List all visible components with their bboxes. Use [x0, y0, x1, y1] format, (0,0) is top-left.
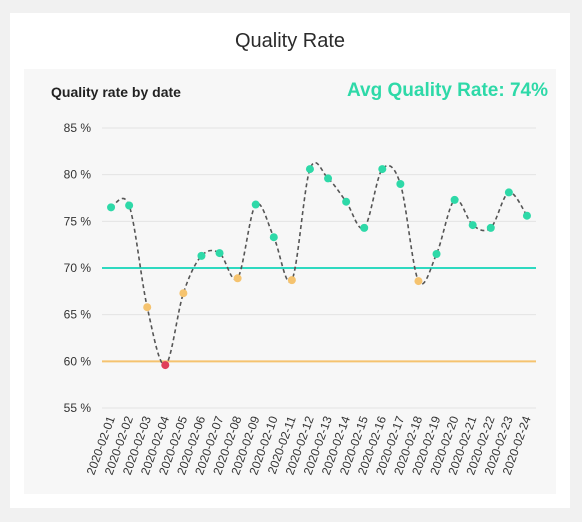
data-point [450, 195, 459, 204]
y-tick-label: 80 % [64, 168, 92, 182]
data-point [287, 276, 296, 285]
data-point [233, 274, 242, 283]
chart-panel: 55 % 60 % 65 % 70 % 75 % 80 % 85 % 2020-02-01 20… [24, 69, 556, 494]
data-point [432, 250, 441, 258]
data-point [324, 174, 333, 183]
quality-rate-line [110, 161, 528, 366]
data-point [161, 361, 170, 370]
data-point [125, 201, 134, 210]
y-tick-label: 75 % [64, 214, 92, 228]
card-title: Quality Rate [234, 30, 346, 52]
quality-rate-chart: 55 %60 %65 %70 %75 %80 %85 %2020-02-0120… [64, 121, 536, 477]
data-point [360, 223, 369, 232]
data-point [215, 249, 224, 258]
data-point [107, 203, 116, 212]
data-point [305, 165, 314, 174]
data-point [396, 180, 405, 188]
data-point [269, 233, 278, 242]
data-point [179, 289, 188, 298]
data-point [197, 251, 206, 260]
y-tick-label: 60 % [64, 354, 92, 368]
data-point [143, 303, 152, 312]
avg-quality-rate: Avg Quality Rate: 74% [347, 80, 548, 101]
data-point [342, 197, 351, 206]
data-point [522, 211, 531, 220]
data-point [251, 200, 260, 209]
data-point [468, 221, 477, 230]
data-point [378, 165, 387, 174]
data-point [414, 277, 423, 286]
data-point [504, 188, 513, 197]
y-tick-label: 85 % [64, 121, 92, 135]
chart-title: Quality rate by date [51, 84, 181, 100]
y-tick-label: 65 % [64, 308, 92, 322]
y-tick-label: 55 % [64, 401, 92, 415]
quality-rate-card: Quality Rate 55 % 60 % 65 % 70 % 75 % 80 % 85 … [10, 13, 570, 508]
data-point [486, 223, 495, 232]
y-tick-label: 70 % [64, 261, 92, 275]
